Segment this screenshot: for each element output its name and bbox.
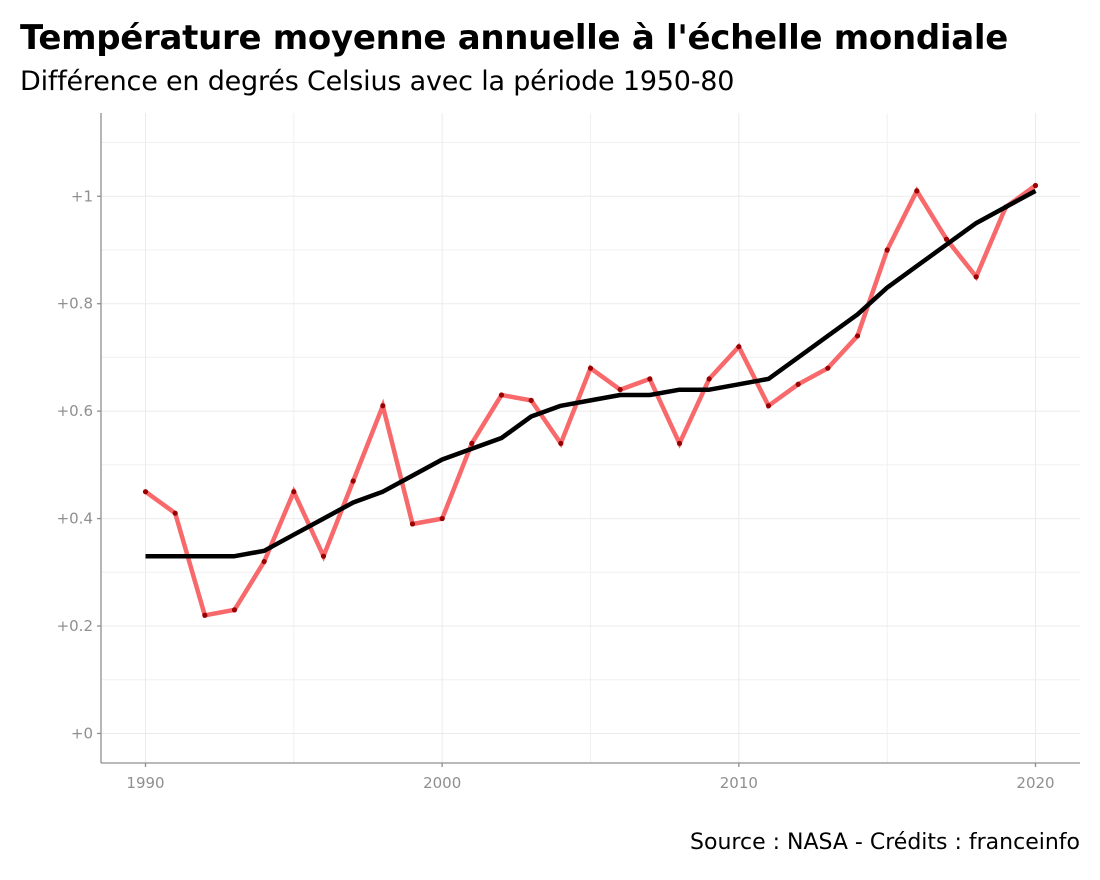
annual-anomaly-point [439, 515, 445, 522]
annual-anomaly-point [409, 521, 416, 527]
y-axis-ticks: +0 +0.2 +0.4 +0.6 +0.8 +1 [57, 187, 101, 742]
chart-title: Température moyenne annuelle à l'échelle… [20, 18, 1009, 58]
y-tick-label: +0.6 [57, 402, 93, 420]
x-tick-label: 2020 [1016, 774, 1054, 792]
annual-anomaly-point [825, 365, 831, 371]
y-tick-label: +0.4 [57, 510, 93, 528]
annual-anomaly-point [647, 376, 653, 382]
x-tick-label: 2010 [720, 774, 758, 792]
annual-anomaly-point [706, 376, 712, 382]
y-tick-label: +0.8 [57, 295, 93, 313]
annual-anomaly-point [320, 553, 327, 559]
axes [100, 113, 1080, 764]
annual-anomaly-point [676, 440, 683, 446]
annual-anomaly-point [558, 440, 564, 446]
annual-anomaly-point [854, 333, 861, 339]
annual-anomaly-point [350, 478, 356, 484]
annual-anomaly-point [795, 381, 801, 387]
annual-anomaly-point [528, 397, 534, 403]
x-tick-label: 2000 [423, 774, 461, 792]
annual-anomaly-point [469, 440, 475, 446]
x-axis-ticks: 1990 2000 2010 2020 [126, 763, 1055, 792]
annual-anomaly-point [142, 489, 149, 495]
annual-anomaly-point [172, 510, 178, 516]
annual-anomaly-point [973, 274, 979, 280]
x-tick-label: 1990 [126, 774, 164, 792]
y-tick-label: +0.2 [57, 617, 93, 635]
series [142, 182, 1039, 618]
annual-anomaly-point [587, 365, 594, 371]
annual-anomaly-point [380, 403, 386, 409]
annual-anomaly-point [914, 188, 920, 194]
annual-anomaly-point [231, 607, 238, 613]
annual-anomaly-point [765, 403, 772, 409]
source-caption: Source : NASA - Crédits : franceinfo [690, 830, 1080, 855]
annual-anomaly-point [884, 247, 890, 253]
annual-anomaly-point [736, 344, 742, 350]
annual-anomaly-point [291, 489, 297, 495]
gridlines [101, 113, 1080, 763]
annual-anomaly-point [943, 236, 950, 242]
annual-anomaly-point [261, 558, 267, 565]
annual-anomaly-point [1032, 182, 1039, 189]
annual-anomaly-point [498, 392, 505, 398]
annual-anomaly-point [202, 612, 208, 618]
annual-anomaly-point [617, 387, 623, 393]
chart-subtitle: Différence en degrés Celsius avec la pér… [20, 66, 735, 97]
smoothed-average-line [145, 188, 1037, 559]
y-tick-label: +0 [71, 724, 93, 742]
y-tick-label: +1 [71, 187, 93, 205]
